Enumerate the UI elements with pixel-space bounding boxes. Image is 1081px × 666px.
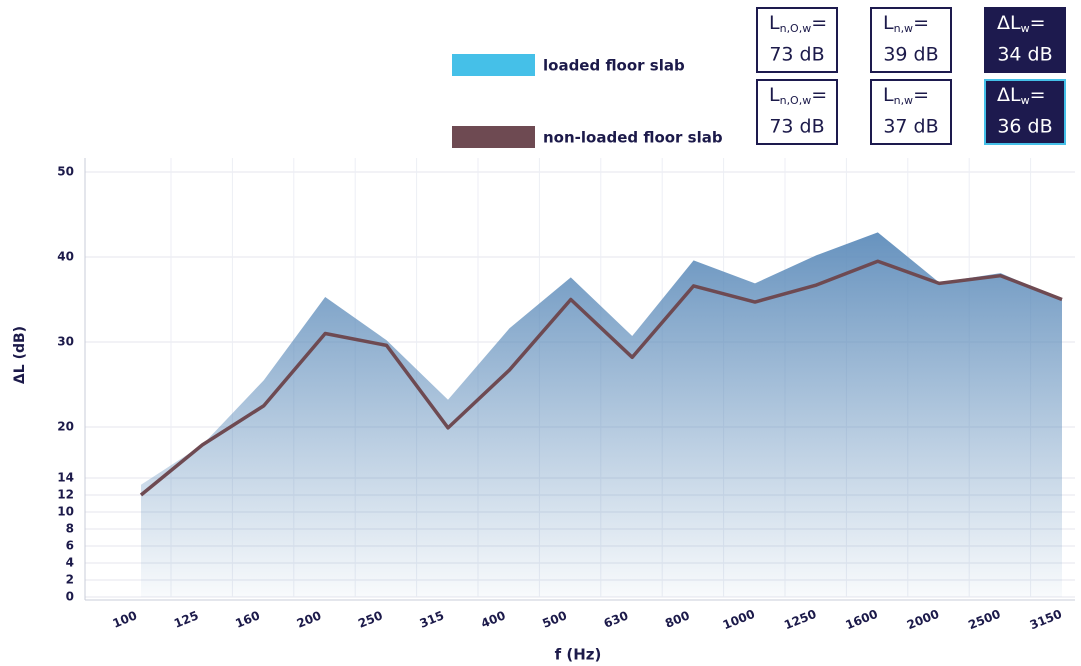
box <box>870 7 952 73</box>
x-tick-label: 100 <box>111 608 139 630</box>
box-value: 34 dB <box>997 44 1052 66</box>
box <box>870 79 952 145</box>
summary-box: ΔLw= 36 dB <box>984 79 1066 145</box>
box-symbol-line: ΔLw= <box>997 84 1046 108</box>
x-tick-label: 1600 <box>844 607 880 632</box>
x-tick-label: 315 <box>418 608 446 630</box>
x-tick-label: 2500 <box>966 607 1002 632</box>
box-text: n,O,w <box>780 94 812 107</box>
box-value: 73 dB <box>769 116 824 138</box>
box-symbol-line: Ln,w= <box>883 12 929 36</box>
box-text: n,O,w <box>780 22 812 35</box>
legend-swatch <box>452 126 535 148</box>
x-tick-label: 250 <box>356 608 384 630</box>
x-tick-label: 125 <box>172 608 200 630</box>
box-text: ΔL <box>997 12 1021 34</box>
x-tick-label: 3150 <box>1028 607 1064 632</box>
box <box>984 7 1066 73</box>
box-value: 73 dB <box>769 44 824 66</box>
box-text: L <box>883 12 894 34</box>
box-symbol-line: Ln,O,w= <box>769 12 827 36</box>
box-symbol-line: Ln,w= <box>883 84 929 108</box>
box-text: w <box>1021 94 1030 107</box>
box <box>756 79 838 145</box>
box <box>756 7 838 73</box>
y-tick-label: 2 <box>66 573 74 587</box>
legend-swatch <box>452 54 535 76</box>
box-text: = <box>1030 84 1046 106</box>
x-tick-label: 500 <box>540 608 568 630</box>
box-symbol-line: Ln,O,w= <box>769 84 827 108</box>
box-text: L <box>769 84 780 106</box>
summary-box: Ln,O,w= 73 dB <box>756 79 838 145</box>
box-value: 37 dB <box>883 116 938 138</box>
x-tick-label: 630 <box>602 608 630 630</box>
x-tick-label: 200 <box>295 608 323 630</box>
box-value: 39 dB <box>883 44 938 66</box>
summary-box: Ln,O,w= 73 dB <box>756 7 838 73</box>
box-text: n,w <box>894 94 913 107</box>
y-tick-label: 50 <box>57 165 74 179</box>
x-tick-label: 800 <box>663 608 691 630</box>
x-tick-label: 160 <box>233 608 261 630</box>
line <box>139 259 1063 497</box>
y-tick-label: 0 <box>66 590 74 604</box>
x-tick-label: 1000 <box>721 607 757 632</box>
box-text: L <box>883 84 894 106</box>
legend-label: loaded floor slab <box>543 57 685 75</box>
box-text: L <box>769 12 780 34</box>
x-tick-label: 2000 <box>905 607 941 632</box>
box-text: = <box>811 84 827 106</box>
y-tick-label: 20 <box>57 420 74 434</box>
y-tick-label: 30 <box>57 335 74 349</box>
x-tick-label: 1250 <box>782 607 818 632</box>
box-symbol-line: ΔLw= <box>997 12 1046 36</box>
box-text: = <box>913 84 929 106</box>
y-tick-label: 40 <box>57 250 74 264</box>
box-text: = <box>913 12 929 34</box>
y-tick-label: 14 <box>57 471 74 485</box>
y-tick-label: 4 <box>66 556 74 570</box>
summary-box: Ln,w= 39 dB <box>870 7 952 73</box>
y-tick-label: 12 <box>57 488 74 502</box>
y-axis-label: ΔL (dB) <box>12 326 28 384</box>
x-tick-label: 400 <box>479 608 507 630</box>
box-text: ΔL <box>997 84 1021 106</box>
x-axis-label: f (Hz) <box>555 646 602 664</box>
summary-box: Ln,w= 37 dB <box>870 79 952 145</box>
box-value: 36 dB <box>997 116 1052 138</box>
summary-box: ΔLw= 34 dB <box>984 7 1066 73</box>
box-text: = <box>811 12 827 34</box>
y-tick-label: 8 <box>66 522 74 536</box>
legend-label: non-loaded floor slab <box>543 129 723 147</box>
box <box>984 79 1066 145</box>
y-tick-label: 6 <box>66 539 74 553</box>
box-text: n,w <box>894 22 913 35</box>
box-text: w <box>1021 22 1030 35</box>
area <box>141 232 1062 597</box>
y-tick-label: 10 <box>57 505 74 519</box>
box-text: = <box>1030 12 1046 34</box>
